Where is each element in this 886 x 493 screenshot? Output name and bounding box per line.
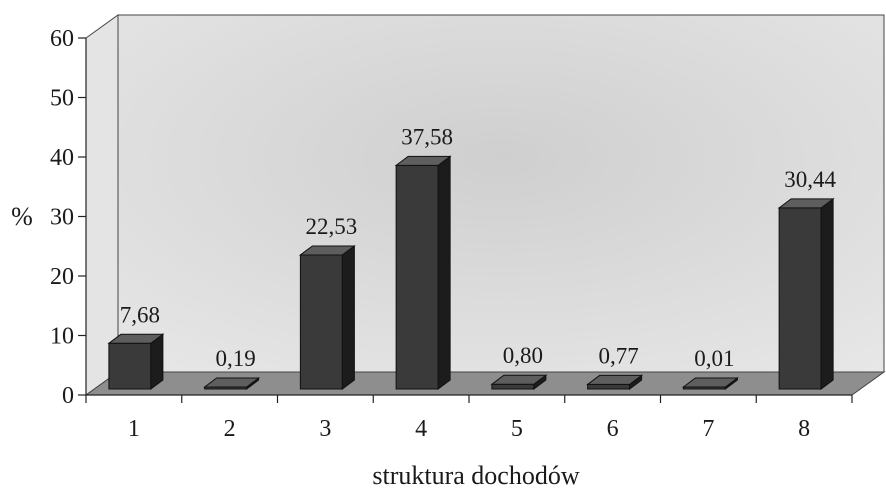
bars-group bbox=[107, 155, 835, 390]
data-label: 30,44 bbox=[784, 167, 836, 192]
bar-top bbox=[586, 374, 644, 385]
bar-front bbox=[299, 254, 343, 390]
y-tick-label: 10 bbox=[50, 324, 74, 350]
data-label: 0,80 bbox=[503, 343, 543, 368]
bar-front bbox=[491, 383, 535, 390]
back-wall bbox=[117, 14, 885, 373]
y-tick-group: 0 10 20 30 40 50 60 bbox=[50, 26, 86, 409]
bar bbox=[394, 155, 452, 390]
bar bbox=[490, 374, 548, 390]
bar bbox=[681, 377, 739, 390]
data-label: 37,58 bbox=[401, 124, 453, 149]
y-tick-label: 60 bbox=[50, 26, 74, 52]
bar-side bbox=[820, 197, 834, 390]
bar-top bbox=[298, 245, 356, 256]
bar-front bbox=[395, 164, 439, 390]
bar-top bbox=[777, 198, 835, 209]
x-tick-group: 1 2 3 4 5 6 7 8 bbox=[85, 395, 853, 442]
bar bbox=[777, 197, 835, 390]
x-tick-label: 6 bbox=[607, 416, 619, 442]
bar-top bbox=[681, 377, 739, 388]
bar-side bbox=[437, 155, 451, 390]
bar bbox=[586, 374, 644, 390]
x-tick-label: 7 bbox=[702, 416, 714, 442]
bar-top bbox=[490, 374, 548, 385]
y-tick-label: 0 bbox=[62, 383, 74, 409]
bar-side bbox=[341, 244, 355, 390]
x-tick-label: 4 bbox=[415, 416, 427, 442]
x-tick-label: 5 bbox=[511, 416, 523, 442]
floor bbox=[84, 371, 886, 396]
x-axis-title: struktura dochodów bbox=[372, 461, 579, 490]
data-label: 0,77 bbox=[599, 343, 639, 368]
data-label: 0,01 bbox=[694, 346, 734, 371]
data-label: 7,68 bbox=[120, 302, 160, 327]
x-tick-label: 3 bbox=[319, 416, 331, 442]
bar-top bbox=[394, 155, 452, 166]
bar bbox=[107, 333, 165, 390]
bar-front bbox=[108, 342, 152, 390]
data-label: 22,53 bbox=[306, 214, 358, 239]
y-axis-title: % bbox=[11, 202, 33, 231]
data-label-group: 7,68 0,19 22,53 37,58 0,80 0,77 0,01 30,44 bbox=[120, 124, 837, 371]
data-label: 0,19 bbox=[216, 346, 256, 371]
x-tick-label: 8 bbox=[798, 416, 810, 442]
x-tick-label: 1 bbox=[128, 416, 140, 442]
y-tick-label: 20 bbox=[50, 264, 74, 290]
x-tick-label: 2 bbox=[224, 416, 236, 442]
y-tick-label: 40 bbox=[50, 145, 74, 171]
side-wall bbox=[85, 14, 119, 396]
y-tick-label: 30 bbox=[50, 205, 74, 231]
bar-front bbox=[587, 383, 631, 390]
bar-top bbox=[107, 333, 165, 344]
y-tick-label: 50 bbox=[50, 86, 74, 112]
bar-top bbox=[203, 377, 261, 388]
bar-front bbox=[778, 207, 822, 390]
bar bbox=[298, 244, 356, 390]
bar bbox=[203, 377, 261, 390]
